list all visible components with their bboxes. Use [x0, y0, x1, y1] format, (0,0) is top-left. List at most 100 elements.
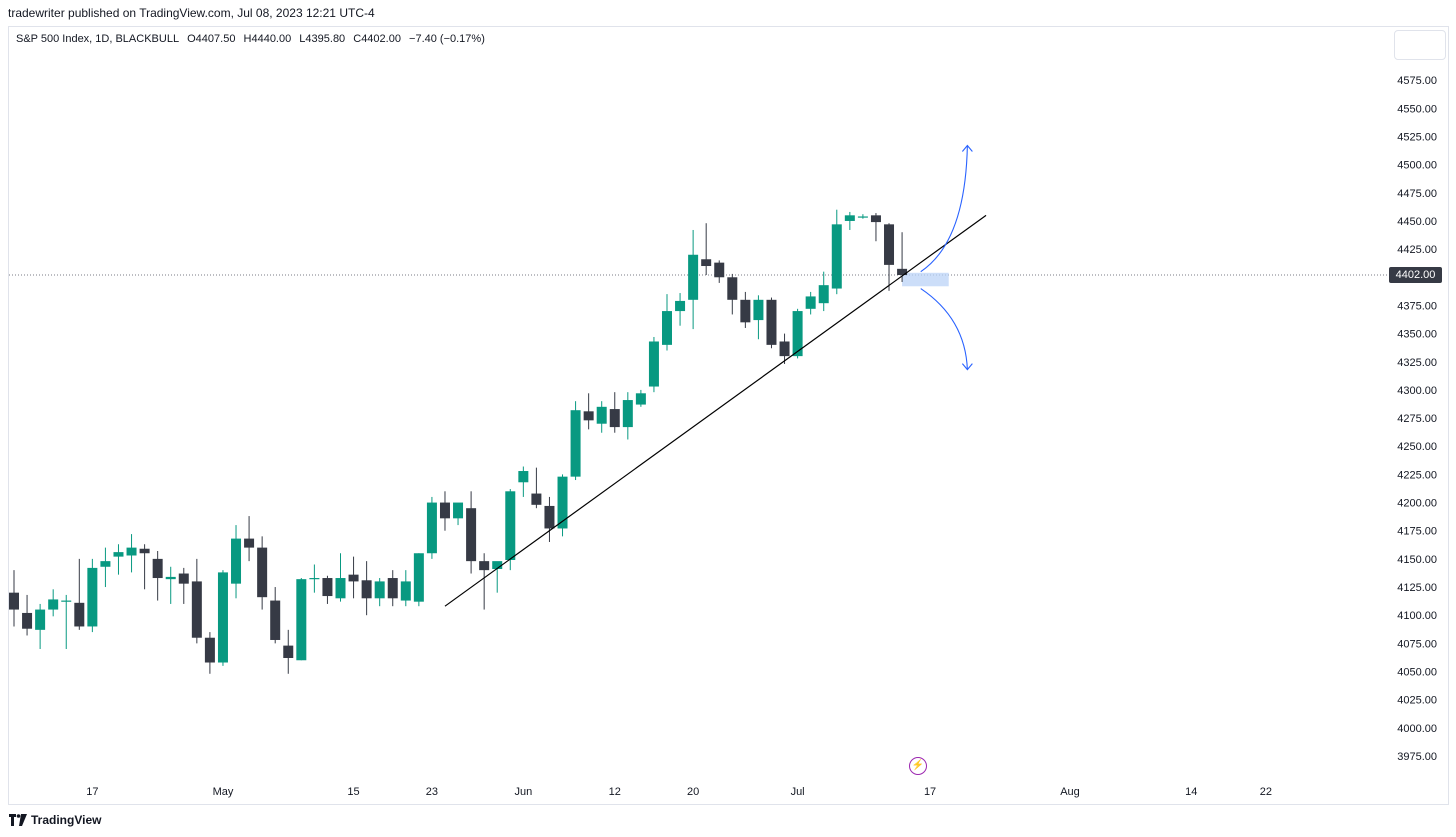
candle-down[interactable] [139, 548, 150, 554]
candle-down[interactable] [387, 578, 398, 599]
y-tick-label: 4175.00 [1397, 526, 1437, 538]
candle-down[interactable] [152, 558, 163, 579]
candle-up[interactable] [662, 311, 672, 345]
candle-down[interactable] [270, 600, 281, 640]
y-tick-label: 4275.00 [1397, 413, 1437, 425]
candle-down[interactable] [897, 268, 908, 276]
candle-down[interactable] [766, 299, 777, 345]
candle-down[interactable] [870, 215, 881, 223]
candle-up[interactable] [87, 567, 98, 627]
candle-down[interactable] [361, 580, 372, 599]
candle-down[interactable] [479, 561, 490, 571]
y-tick-label: 4375.00 [1397, 300, 1437, 312]
candle-up[interactable] [753, 299, 764, 321]
candle-up[interactable] [48, 599, 59, 610]
candle-up[interactable] [831, 224, 842, 289]
candle-down[interactable] [191, 581, 202, 638]
candle-down[interactable] [204, 637, 215, 663]
candle-up[interactable] [675, 300, 686, 312]
candle-down[interactable] [244, 538, 255, 548]
support-zone[interactable] [902, 272, 949, 287]
candle-up[interactable] [400, 581, 411, 601]
candle-down[interactable] [466, 508, 477, 562]
legend-close: C4402.00 [353, 33, 401, 45]
candle-up[interactable] [453, 502, 464, 519]
candle-down[interactable] [884, 224, 895, 265]
candle-up[interactable] [792, 311, 803, 357]
candle-up[interactable] [596, 406, 607, 424]
x-tick-label: 17 [86, 786, 98, 798]
candle-up[interactable] [35, 609, 46, 630]
y-tick-label: 4125.00 [1397, 582, 1437, 594]
candle-up[interactable] [635, 393, 646, 405]
x-tick-label: Aug [1060, 786, 1080, 798]
legend-high: H4440.00 [243, 33, 292, 45]
candle-up[interactable] [505, 491, 516, 561]
y-tick-label: 4150.00 [1397, 554, 1437, 566]
candle-up[interactable] [805, 296, 816, 309]
candle-down[interactable] [257, 547, 268, 598]
candle-up[interactable] [688, 254, 699, 300]
candle-up[interactable] [492, 561, 503, 570]
candle-up[interactable] [557, 476, 568, 529]
candle-up[interactable] [570, 410, 581, 477]
lightning-icon[interactable]: ⚡ [909, 757, 927, 775]
footer-brand: TradingView [31, 813, 102, 827]
projection-arrow-down[interactable] [920, 288, 968, 370]
candle-up[interactable] [622, 400, 633, 428]
legend-symbol: S&P 500 Index, 1D, BLACKBULL [16, 33, 180, 45]
x-tick-label: 14 [1185, 786, 1197, 798]
candle-up[interactable] [426, 502, 437, 554]
candle-up[interactable] [100, 561, 111, 567]
candle-up[interactable] [165, 576, 176, 580]
candle-up[interactable] [844, 215, 855, 221]
candle-up[interactable] [518, 471, 529, 483]
candle-down[interactable] [531, 493, 542, 505]
projection-arrow-up[interactable] [920, 145, 968, 273]
y-tick-label: 4550.00 [1397, 103, 1437, 115]
candle-down[interactable] [178, 573, 189, 584]
candle-down[interactable] [779, 341, 790, 357]
candle-up[interactable] [818, 285, 829, 304]
candle-down[interactable] [22, 612, 33, 629]
y-tick-label: 4100.00 [1397, 610, 1437, 622]
candle-down[interactable] [322, 578, 333, 597]
candle-up[interactable] [309, 578, 320, 580]
candle-down[interactable] [544, 505, 555, 529]
y-tick-label: 4325.00 [1397, 357, 1437, 369]
x-tick-label: 12 [609, 786, 621, 798]
candle-down[interactable] [439, 502, 450, 519]
candle-down[interactable] [74, 602, 85, 627]
candle-down[interactable] [283, 645, 294, 659]
tradingview-mark-icon [9, 814, 27, 826]
candle-up[interactable] [126, 547, 137, 556]
price-axis-control[interactable] [1394, 30, 1446, 60]
candle-down[interactable] [348, 574, 359, 582]
candle-up[interactable] [648, 341, 659, 387]
candle-down[interactable] [9, 592, 19, 610]
chart-panel[interactable] [8, 26, 1449, 805]
candle-down[interactable] [609, 409, 620, 428]
candle-up[interactable] [113, 552, 124, 557]
candle-up[interactable] [296, 579, 307, 661]
candle-down[interactable] [740, 299, 751, 323]
legend-open: O4407.50 [187, 33, 236, 45]
candle-down[interactable] [714, 262, 725, 278]
candle-up[interactable] [857, 216, 868, 218]
candle-up[interactable] [413, 553, 424, 602]
candle-down[interactable] [583, 411, 594, 421]
x-tick-label: Jun [514, 786, 532, 798]
candle-up[interactable] [61, 600, 72, 602]
trendline[interactable] [444, 214, 987, 607]
candle-up[interactable] [231, 538, 242, 584]
legend-low: L4395.80 [299, 33, 346, 45]
candle-down[interactable] [727, 277, 738, 300]
candle-up[interactable] [335, 578, 346, 599]
tradingview-logo: TradingView [9, 813, 101, 827]
publisher-line: tradewriter published on TradingView.com… [8, 6, 375, 20]
y-tick-label: 4350.00 [1397, 329, 1437, 341]
candle-up[interactable] [217, 572, 228, 663]
candle-down[interactable] [701, 259, 712, 267]
candle-up[interactable] [374, 581, 385, 599]
